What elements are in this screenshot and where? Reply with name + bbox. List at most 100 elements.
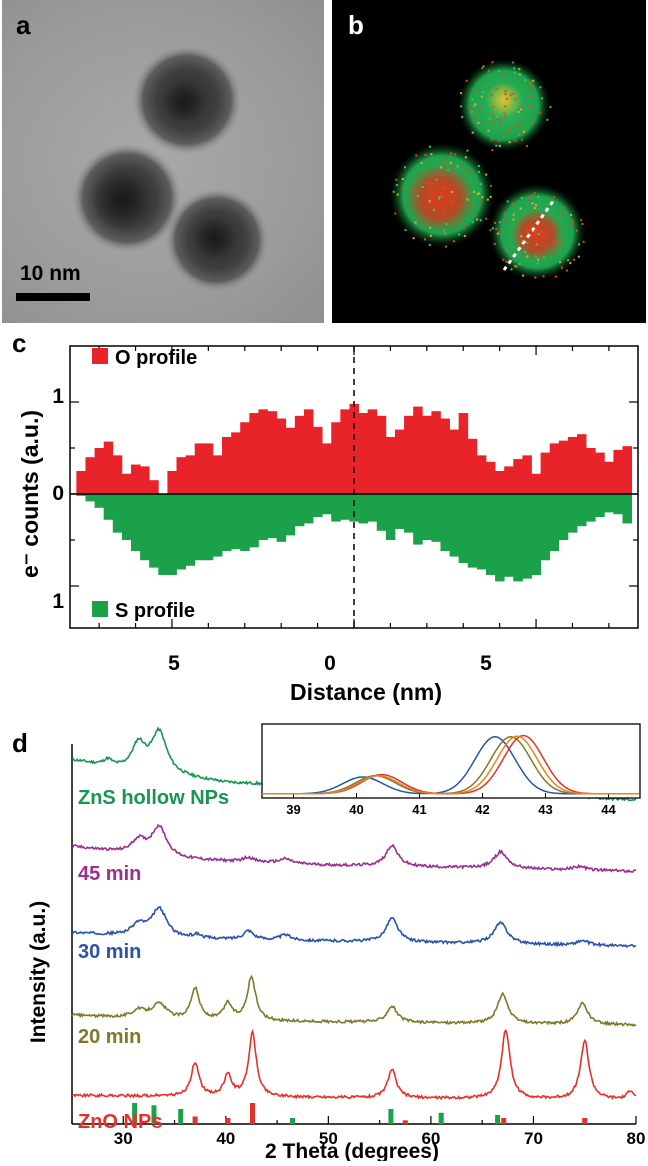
xrd-pattern-line <box>71 823 637 874</box>
map-speckle-dot <box>570 213 573 216</box>
map-speckle-dot <box>497 118 500 120</box>
s-profile-bar <box>513 494 523 582</box>
s-profile-bar <box>495 494 505 582</box>
map-speckle-dot <box>491 149 494 152</box>
map-speckle-dot <box>413 189 416 192</box>
map-speckle-dot <box>540 230 543 233</box>
map-speckle-dot <box>514 265 517 268</box>
elemental-map <box>390 59 585 280</box>
map-speckle-dot <box>534 230 537 233</box>
o-profile-bar <box>504 466 514 494</box>
map-speckle-dot <box>514 98 517 101</box>
xrd-pattern-line <box>71 974 637 1027</box>
map-speckle-dot <box>496 115 499 118</box>
map-speckle-dot <box>521 138 524 141</box>
o-profile-bar <box>522 455 532 494</box>
map-speckle-dot <box>439 174 442 177</box>
map-speckle-dot <box>537 251 540 254</box>
reference-peak-bar <box>225 1118 231 1124</box>
legend-o-swatch <box>92 348 108 364</box>
map-speckle-dot <box>474 110 476 113</box>
map-speckle-dot <box>502 258 505 261</box>
map-speckle-dot <box>445 158 448 161</box>
map-speckle-dot <box>532 87 535 89</box>
o-profile-bar <box>385 436 396 494</box>
map-speckle-dot <box>519 207 522 210</box>
map-speckle-dot <box>526 241 529 244</box>
o-profile-bar <box>422 415 432 494</box>
s-profile-bar <box>167 494 177 575</box>
map-speckle-dot <box>471 131 474 134</box>
s-profile-bar <box>194 494 205 561</box>
o-profile-bar <box>130 464 141 494</box>
map-speckle-dot <box>504 93 507 96</box>
map-speckle-dot <box>499 221 501 224</box>
map-speckle-dot <box>474 103 477 106</box>
map-speckle-dot <box>485 173 488 176</box>
map-speckle-dot <box>394 212 397 215</box>
map-speckle-dot <box>529 95 532 98</box>
map-speckle-dot <box>402 188 404 191</box>
map-speckle-dot <box>534 276 537 279</box>
map-speckle-dot <box>490 138 493 141</box>
s-profile-bar <box>149 494 159 568</box>
map-speckle-dot <box>536 262 539 265</box>
map-speckle-dot <box>542 256 545 259</box>
map-speckle-dot <box>530 229 532 232</box>
o-profile-bar <box>485 461 496 494</box>
o-profile-bar <box>294 415 305 494</box>
map-speckle-dot <box>404 166 406 169</box>
map-speckle-dot <box>477 165 480 167</box>
map-speckle-dot <box>521 131 524 134</box>
map-speckle-dot <box>522 239 525 242</box>
map-speckle-dot <box>460 105 463 108</box>
o-profile-bar <box>76 471 86 494</box>
reference-peak-bar <box>192 1116 198 1124</box>
map-speckle-dot <box>543 232 546 235</box>
map-speckle-dot <box>474 117 476 120</box>
x-tick-label-center: 0 <box>324 652 336 675</box>
map-speckle-dot <box>435 178 438 181</box>
o-profile-bar <box>258 409 268 494</box>
map-speckle-dot <box>495 88 498 91</box>
xrd-pattern-line <box>72 906 637 948</box>
map-speckle-dot <box>487 129 490 132</box>
map-speckle-dot <box>518 238 521 241</box>
map-speckle-dot <box>513 71 516 74</box>
s-profile-bar <box>613 494 623 515</box>
map-speckle-dot <box>531 122 533 125</box>
map-speckle-dot <box>511 93 514 96</box>
inset-x-tick-label: 43 <box>538 802 552 817</box>
o-profile-bar <box>467 438 478 494</box>
map-speckle-dot <box>460 165 463 168</box>
map-speckle-dot <box>415 154 418 157</box>
o-profile-bar <box>167 471 177 494</box>
map-speckle-dot <box>546 118 549 121</box>
map-speckle-dot <box>524 251 526 254</box>
map-speckle-dot <box>424 218 427 221</box>
x-tick-label-left: 5 <box>168 652 180 675</box>
map-speckle-dot <box>522 130 525 133</box>
map-speckle-dot <box>498 231 501 234</box>
map-speckle-dot <box>515 106 518 109</box>
y-tick-label-top: 1 <box>52 385 64 408</box>
map-speckle-dot <box>469 107 472 110</box>
map-speckle-dot <box>479 219 482 222</box>
map-speckle-dot <box>572 220 575 223</box>
tem-image <box>72 45 269 292</box>
panel-letter-d: d <box>12 728 28 758</box>
map-speckle-dot <box>517 111 520 113</box>
y-axis-label: e⁻ counts (a.u.) <box>17 410 43 578</box>
map-speckle-dot <box>428 196 431 199</box>
map-speckle-dot <box>471 221 474 224</box>
map-speckle-dot <box>438 195 441 198</box>
map-speckle-dot <box>498 70 501 73</box>
map-speckle-dot <box>555 243 558 246</box>
map-speckle-dot <box>578 243 580 246</box>
map-speckle-dot <box>504 133 507 135</box>
map-speckle-dot <box>554 222 557 225</box>
map-speckle-dot <box>569 262 572 265</box>
s-profile-bar <box>340 494 350 520</box>
map-speckle-dot <box>466 149 469 152</box>
map-speckle-dot <box>395 178 398 181</box>
